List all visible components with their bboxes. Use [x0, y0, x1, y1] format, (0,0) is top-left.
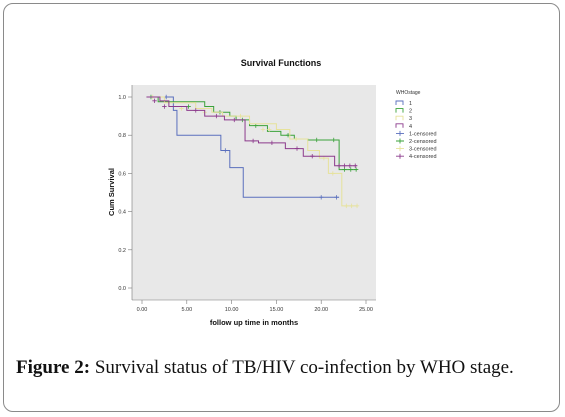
censor-mark-2: [331, 137, 336, 143]
x-tick-label: 0.00: [137, 307, 148, 313]
censor-mark-4: [269, 140, 275, 146]
survival-step-line-3: [146, 96, 358, 207]
censor-mark-4: [347, 163, 353, 168]
x-tick-label: 20.00: [314, 307, 328, 313]
legend-item: 2-censored: [396, 138, 437, 145]
legend-item: 3-censored: [396, 146, 437, 153]
y-tick-label: 0.6: [118, 171, 126, 177]
y-tick-label: 1.0: [118, 95, 126, 101]
censor-mark-4: [294, 146, 300, 151]
caption-label: Figure 2:: [16, 357, 91, 378]
censor-mark-3: [354, 203, 360, 209]
x-tick-group: 0.00 5.00 10.00 15.00 20.00 25.00: [137, 300, 373, 313]
y-tick-group: 0.0 0.2 0.4 0.6 0.8 1.0: [118, 95, 132, 292]
legend-label: 1-censored: [409, 131, 437, 137]
censor-mark-3: [344, 203, 349, 209]
censor-mark-3: [260, 127, 266, 132]
plot-area: [132, 85, 376, 300]
x-tick-label: 5.00: [181, 307, 192, 313]
censor-mark-3: [238, 113, 243, 119]
censor-mark-3: [349, 203, 354, 209]
y-tick-label: 0.0: [118, 286, 126, 292]
censor-mark-3: [330, 171, 336, 176]
series-group: [146, 94, 360, 209]
y-tick-label: 0.2: [118, 248, 126, 254]
censor-mark-4: [310, 154, 315, 159]
series-4: [146, 96, 358, 168]
y-tick-label: 0.4: [118, 210, 126, 216]
legend-label: 2-censored: [409, 139, 437, 145]
y-tick-label: 0.8: [118, 133, 126, 139]
censor-mark-4: [353, 163, 358, 168]
legend-swatch: [395, 108, 404, 113]
x-axis-label: follow up time in months: [210, 318, 298, 327]
censor-mark-2: [353, 167, 359, 172]
legend-title: WHOstage: [396, 90, 421, 96]
censor-mark-1: [223, 148, 228, 153]
legend-item: 3: [395, 115, 412, 122]
legend-item: 4: [395, 123, 412, 130]
legend: WHOstage 1 23 41-censored 2-censored 3-censo…: [395, 90, 437, 160]
censor-mark-4: [193, 108, 198, 113]
legend-label: 4: [409, 124, 412, 130]
censor-mark-3: [293, 136, 299, 142]
legend-swatch: [395, 123, 404, 128]
censor-mark-2: [348, 167, 353, 172]
legend-item: 1: [395, 100, 412, 107]
x-tick-label: 10.00: [225, 307, 239, 313]
legend-item: 4-censored: [396, 153, 437, 160]
censor-mark-1: [334, 195, 339, 200]
censor-mark-4: [214, 113, 219, 119]
censor-mark-4: [250, 138, 256, 144]
censor-mark-2: [342, 167, 347, 172]
legend-swatch: [396, 130, 404, 136]
series-1: [146, 94, 340, 200]
legend-swatch: [395, 100, 404, 105]
legend-swatch: [395, 115, 404, 121]
legend-label: 3: [409, 116, 412, 122]
censor-mark-1: [319, 195, 324, 200]
legend-label: 1: [409, 101, 412, 107]
legend-swatch: [396, 153, 404, 159]
survival-step-line-1: [146, 96, 340, 198]
legend-item: 2: [395, 108, 412, 115]
legend-label: 3-censored: [409, 147, 437, 153]
censor-mark-4: [342, 163, 347, 168]
censor-mark-4: [336, 163, 342, 168]
legend-swatch: [396, 138, 404, 144]
chart-title: Survival Functions: [241, 58, 322, 68]
censor-mark-4: [162, 104, 167, 109]
censor-mark-2: [314, 137, 319, 143]
x-tick-label: 25.00: [359, 307, 373, 313]
legend-item: 1-censored: [396, 130, 437, 137]
series-3: [146, 94, 360, 209]
legend-label: 4-censored: [409, 154, 437, 160]
censor-mark-3: [267, 127, 272, 132]
censor-mark-4: [152, 98, 157, 104]
caption-text: Survival status of TB/HIV co-infection b…: [90, 357, 514, 378]
censor-mark-4: [232, 117, 237, 123]
legend-swatch: [396, 146, 404, 152]
legend-label: 2: [409, 109, 412, 115]
y-axis-label: Cum Survival: [107, 168, 116, 216]
x-tick-label: 15.00: [270, 307, 284, 313]
figure-caption: Figure 2: Survival status of TB/HIV co-i…: [16, 357, 514, 379]
